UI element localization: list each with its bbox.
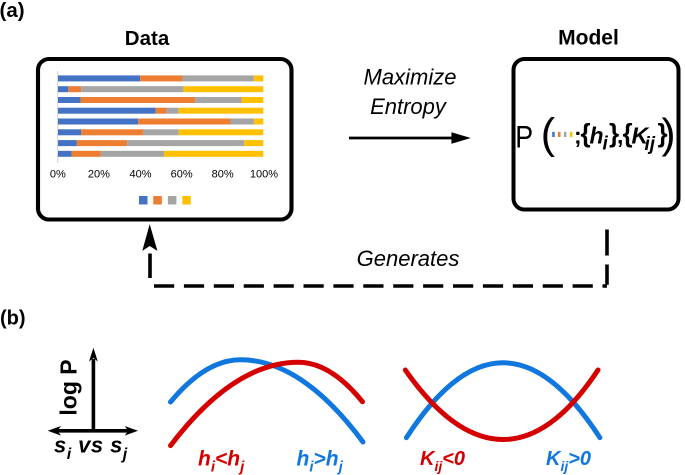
svg-text:ij: ij	[645, 134, 656, 155]
svg-text:Maximize: Maximize	[364, 65, 457, 90]
svg-text:log P: log P	[56, 359, 82, 415]
svg-text:K: K	[632, 123, 650, 149]
svg-text:{: {	[581, 118, 591, 148]
svg-text:Kij<0: Kij<0	[420, 448, 465, 474]
svg-text:20%: 20%	[88, 169, 110, 181]
svg-text:;: ;	[574, 123, 582, 149]
svg-text:P: P	[515, 120, 533, 154]
svg-text:0%: 0%	[50, 169, 66, 181]
svg-text:,: ,	[617, 123, 623, 149]
svg-text:{: {	[623, 118, 633, 148]
svg-text:(b): (b)	[0, 308, 26, 330]
svg-text:Generates: Generates	[357, 246, 460, 271]
svg-text:Entropy: Entropy	[370, 94, 448, 119]
svg-text:80%: 80%	[212, 169, 234, 181]
svg-text:100%: 100%	[250, 169, 278, 181]
svg-text:60%: 60%	[171, 169, 193, 181]
svg-text:Kij>0: Kij>0	[546, 448, 591, 474]
svg-text:h: h	[590, 123, 604, 149]
svg-text:40%: 40%	[129, 169, 151, 181]
svg-text:i: i	[603, 134, 609, 155]
svg-text:hi<hj: hi<hj	[198, 448, 245, 475]
svg-text:hi>hj: hi>hj	[297, 448, 344, 475]
svg-text:}: }	[609, 118, 619, 148]
svg-text:(: (	[541, 110, 556, 158]
svg-text:(a): (a)	[0, 0, 25, 22]
svg-text:}: }	[658, 118, 668, 148]
svg-text:): )	[662, 110, 676, 157]
svg-text:Model: Model	[558, 27, 619, 50]
svg-text:Data: Data	[125, 27, 170, 50]
